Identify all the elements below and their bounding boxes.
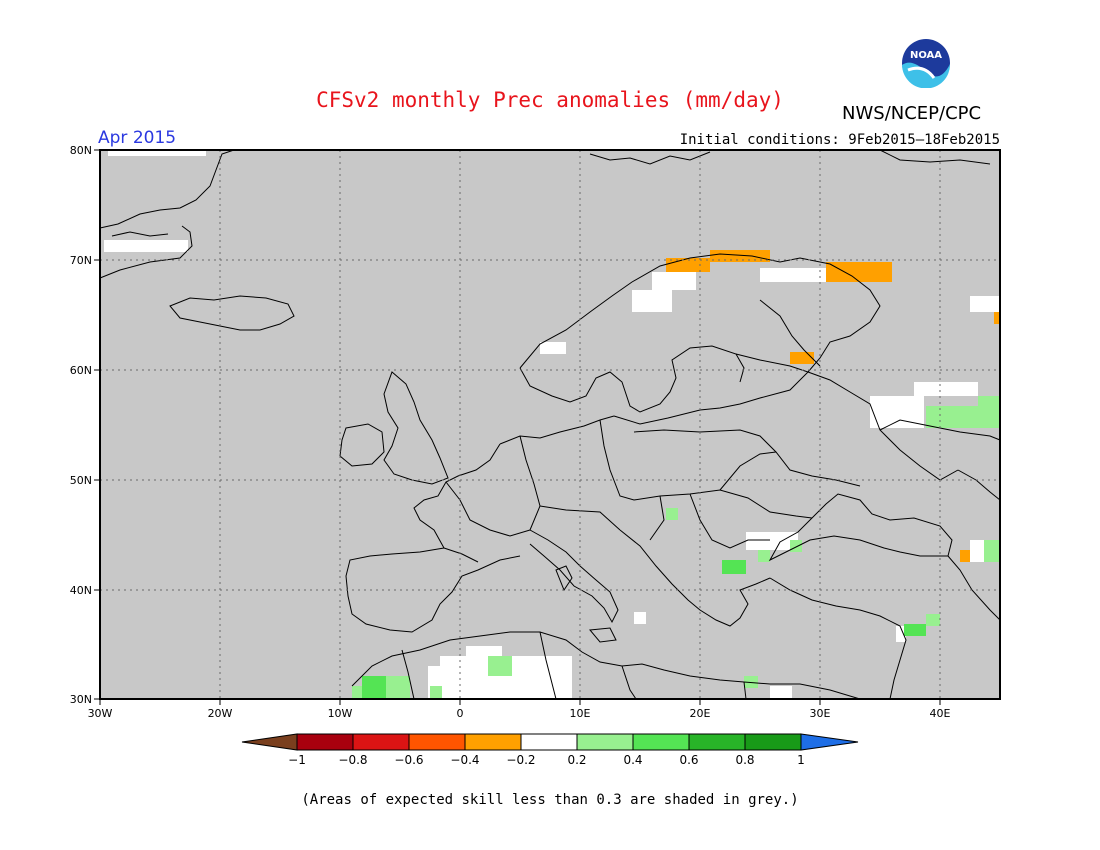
colorbar-bin bbox=[632, 733, 690, 751]
agency-label: NWS/NCEP/CPC bbox=[842, 103, 982, 124]
colorbar-label: −0.6 bbox=[394, 753, 423, 767]
map-background bbox=[100, 150, 1000, 699]
lat-label-80n: 80N bbox=[70, 144, 92, 157]
lat-label-30n: 30N bbox=[70, 693, 92, 706]
colorbar-label: 1 bbox=[797, 753, 805, 767]
colorbar-label: 0.6 bbox=[679, 753, 698, 767]
colorbar-bin bbox=[352, 733, 410, 751]
initial-conditions: Initial conditions: 9Feb2015–18Feb2015 bbox=[679, 132, 1000, 148]
forecast-month: Apr 2015 bbox=[98, 128, 177, 148]
lon-label-40e: 40E bbox=[930, 707, 951, 720]
colorbar-label: −0.8 bbox=[338, 753, 367, 767]
lon-label-10w: 10W bbox=[328, 707, 353, 720]
colorbar-label: 0.4 bbox=[623, 753, 642, 767]
colorbar-label: −0.4 bbox=[450, 753, 479, 767]
lon-label-10e: 10E bbox=[570, 707, 591, 720]
colorbar-high-arrow bbox=[800, 733, 859, 751]
lon-label-20w: 20W bbox=[208, 707, 233, 720]
map-frame bbox=[99, 149, 1001, 700]
lat-label-50n: 50N bbox=[70, 474, 92, 487]
colorbar-bin bbox=[464, 733, 522, 751]
colorbar-label: −0.2 bbox=[506, 753, 535, 767]
lat-label-40n: 40N bbox=[70, 584, 92, 597]
lon-label-20e: 20E bbox=[690, 707, 711, 720]
anomaly-patches bbox=[104, 150, 1000, 699]
coastlines bbox=[99, 149, 1001, 700]
logo-text: NOAA bbox=[910, 50, 942, 61]
colorbar-bin bbox=[296, 733, 354, 751]
noaa-logo-icon: NOAA bbox=[902, 39, 951, 88]
colorbar-label: −1 bbox=[288, 753, 306, 767]
map-title: CFSv2 monthly Prec anomalies (mm/day) bbox=[316, 88, 784, 112]
colorbar-label: 0.2 bbox=[567, 753, 586, 767]
colorbar-bin bbox=[688, 733, 746, 751]
lat-label-60n: 60N bbox=[70, 364, 92, 377]
graticule bbox=[100, 150, 1000, 699]
lon-label-0: 0 bbox=[457, 707, 464, 720]
colorbar bbox=[241, 733, 859, 751]
lat-label-70n: 70N bbox=[70, 254, 92, 267]
colorbar-low-arrow bbox=[241, 733, 298, 751]
colorbar-bin bbox=[744, 733, 802, 751]
colorbar-bin bbox=[408, 733, 466, 751]
colorbar-label: 0.8 bbox=[735, 753, 754, 767]
skill-note: (Areas of expected skill less than 0.3 a… bbox=[301, 792, 799, 808]
colorbar-bin bbox=[576, 733, 634, 751]
lon-label-30e: 30E bbox=[810, 707, 831, 720]
colorbar-bin bbox=[520, 733, 578, 751]
lon-label-30w: 30W bbox=[88, 707, 113, 720]
